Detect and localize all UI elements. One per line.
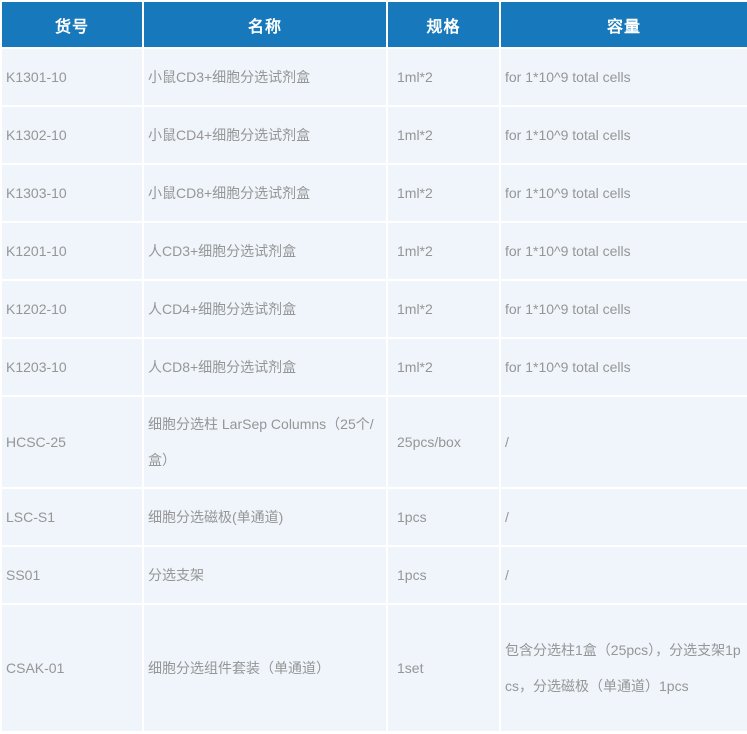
spec-cell: 1ml*2 xyxy=(386,47,501,107)
table-header-row: 货号 名称 规格 容量 xyxy=(0,0,747,49)
spec-cell: 1set xyxy=(386,603,501,733)
name-cell: 细胞分选柱 LarSep Columns（25个/盒） xyxy=(142,395,388,489)
sku-cell: K1203-10 xyxy=(0,337,144,397)
header-spec: 规格 xyxy=(386,0,501,49)
sku-cell: K1202-10 xyxy=(0,279,144,339)
header-sku: 货号 xyxy=(0,0,144,49)
name-cell: 人CD8+细胞分选试剂盒 xyxy=(142,337,388,397)
capacity-cell: for 1*10^9 total cells xyxy=(499,105,747,165)
name-cell: 分选支架 xyxy=(142,545,388,605)
capacity-cell: for 1*10^9 total cells xyxy=(499,163,747,223)
sku-cell: HCSC-25 xyxy=(0,395,144,489)
spec-cell: 1ml*2 xyxy=(386,221,501,281)
capacity-cell: / xyxy=(499,395,747,489)
header-capacity: 容量 xyxy=(499,0,747,49)
table-row: K1202-10 人CD4+细胞分选试剂盒 1ml*2 for 1*10^9 t… xyxy=(0,279,747,339)
name-cell: 人CD3+细胞分选试剂盒 xyxy=(142,221,388,281)
table-row: K1302-10 小鼠CD4+细胞分选试剂盒 1ml*2 for 1*10^9 … xyxy=(0,105,747,165)
name-cell: 细胞分选磁极(单通道) xyxy=(142,487,388,547)
sku-cell: K1201-10 xyxy=(0,221,144,281)
spec-cell: 1ml*2 xyxy=(386,105,501,165)
spec-cell: 1pcs xyxy=(386,545,501,605)
header-name: 名称 xyxy=(142,0,388,49)
capacity-cell: 包含分选柱1盒（25pcs），分选支架1pcs，分选磁极（单通道）1pcs xyxy=(499,603,747,733)
capacity-cell: for 1*10^9 total cells xyxy=(499,221,747,281)
sku-cell: SS01 xyxy=(0,545,144,605)
name-cell: 小鼠CD4+细胞分选试剂盒 xyxy=(142,105,388,165)
spec-cell: 1pcs xyxy=(386,487,501,547)
capacity-cell: / xyxy=(499,487,747,547)
table-row: SS01 分选支架 1pcs / xyxy=(0,545,747,605)
spec-cell: 1ml*2 xyxy=(386,163,501,223)
sku-cell: K1302-10 xyxy=(0,105,144,165)
table-row: K1303-10 小鼠CD8+细胞分选试剂盒 1ml*2 for 1*10^9 … xyxy=(0,163,747,223)
table-row: K1301-10 小鼠CD3+细胞分选试剂盒 1ml*2 for 1*10^9 … xyxy=(0,47,747,107)
name-cell: 人CD4+细胞分选试剂盒 xyxy=(142,279,388,339)
sku-cell: CSAK-01 xyxy=(0,603,144,733)
table-row: HCSC-25 细胞分选柱 LarSep Columns（25个/盒） 25pc… xyxy=(0,395,747,489)
table-row: K1201-10 人CD3+细胞分选试剂盒 1ml*2 for 1*10^9 t… xyxy=(0,221,747,281)
capacity-cell: / xyxy=(499,545,747,605)
capacity-cell: for 1*10^9 total cells xyxy=(499,47,747,107)
sku-cell: LSC-S1 xyxy=(0,487,144,547)
table-row: LSC-S1 细胞分选磁极(单通道) 1pcs / xyxy=(0,487,747,547)
sku-cell: K1303-10 xyxy=(0,163,144,223)
capacity-cell: for 1*10^9 total cells xyxy=(499,279,747,339)
spec-cell: 1ml*2 xyxy=(386,337,501,397)
name-cell: 细胞分选组件套装（单通道） xyxy=(142,603,388,733)
table-row: CSAK-01 细胞分选组件套装（单通道） 1set 包含分选柱1盒（25pcs… xyxy=(0,603,747,733)
name-cell: 小鼠CD8+细胞分选试剂盒 xyxy=(142,163,388,223)
spec-cell: 25pcs/box xyxy=(386,395,501,489)
table-row: K1203-10 人CD8+细胞分选试剂盒 1ml*2 for 1*10^9 t… xyxy=(0,337,747,397)
sku-cell: K1301-10 xyxy=(0,47,144,107)
spec-cell: 1ml*2 xyxy=(386,279,501,339)
name-cell: 小鼠CD3+细胞分选试剂盒 xyxy=(142,47,388,107)
capacity-cell: for 1*10^9 total cells xyxy=(499,337,747,397)
